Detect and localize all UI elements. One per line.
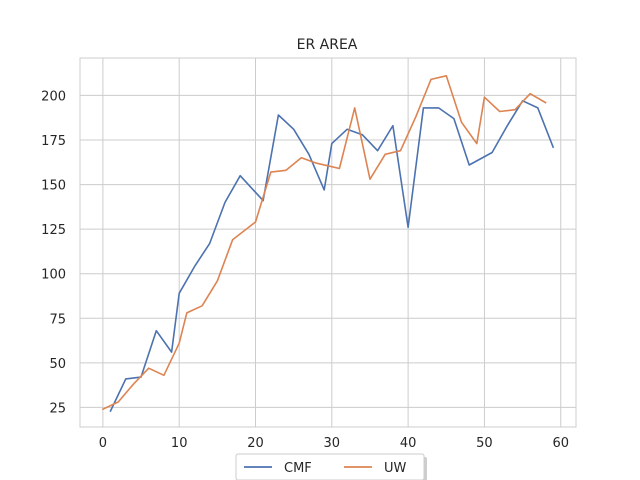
x-tick-label: 60 [552, 436, 569, 451]
y-tick-label: 25 [49, 401, 66, 416]
legend-label-cmf: CMF [284, 461, 312, 476]
grid-lines [80, 58, 576, 427]
x-tick-label: 0 [99, 436, 107, 451]
legend: CMF UW [235, 453, 427, 480]
plot-frame [79, 57, 577, 428]
y-tick-label: 100 [41, 268, 66, 283]
x-tick-label: 50 [476, 436, 493, 451]
y-tick-label: 125 [41, 223, 66, 238]
series-lines [101, 75, 555, 413]
x-tick-label: 20 [247, 436, 264, 451]
x-tick-label: 10 [171, 436, 188, 451]
legend-box [235, 453, 425, 480]
y-tick-label: 150 [41, 179, 66, 194]
tick-labels: 0 10 20 30 40 50 60 25 50 75 100 125 150 175 200 [41, 89, 569, 451]
x-tick-label: 30 [324, 436, 341, 451]
series-line-cmf [109, 100, 555, 413]
y-tick-label: 75 [49, 312, 66, 327]
y-tick-label: 200 [41, 89, 66, 104]
chart-title: ER AREA [297, 37, 358, 53]
y-tick-label: 50 [49, 357, 66, 372]
x-tick-label: 40 [400, 436, 417, 451]
series-line-uw [101, 75, 547, 411]
legend-label-uw: UW [384, 461, 407, 476]
y-tick-label: 175 [41, 134, 66, 149]
